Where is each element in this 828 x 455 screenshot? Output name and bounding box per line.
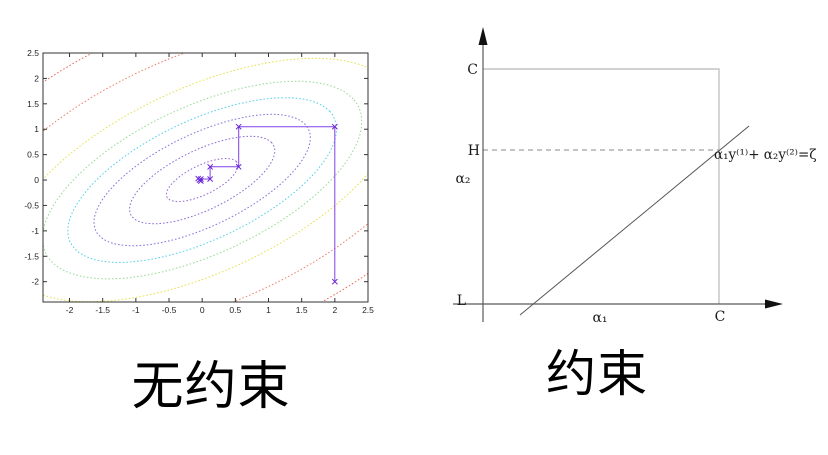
x-tick-label: -1 (132, 305, 140, 315)
path-marker-x (207, 176, 214, 182)
h-label: H (468, 143, 480, 159)
contour-level (129, 135, 276, 225)
y-axis-arrow (478, 27, 488, 45)
y-tick-label: 0.5 (27, 150, 39, 160)
x-tick-label: -0.5 (162, 305, 177, 315)
x-axis-arrow (765, 299, 783, 309)
constraint-equation: α₁y⁽¹⁾+ α₂y⁽²⁾=ζ (714, 147, 817, 163)
y-tick-label: 0 (34, 175, 39, 185)
contour-level (93, 113, 311, 247)
x-tick-label: 1 (266, 305, 271, 315)
y-tick-label: 2.5 (27, 48, 39, 58)
contour-level (165, 157, 239, 203)
box-top-label: C (467, 62, 478, 78)
x-tick-label: -1.5 (95, 305, 110, 315)
path-marker-x (207, 163, 214, 170)
y-tick-label: -0.5 (24, 200, 39, 210)
l-label: L (457, 293, 466, 309)
contour-plot: -2 -1.5 -1 -0.5 0 0.5 1 1.5 2 2.5 -2 -1.5 -1 -0.5 0 0.5… (24, 48, 374, 315)
path-marker-x (331, 278, 338, 285)
x-tick-label: 0 (200, 305, 205, 315)
contour-lines (43, 53, 368, 302)
x-tick-label: 0.5 (229, 305, 241, 315)
contour-level (43, 53, 368, 302)
caption-constrained: 约束 (546, 346, 648, 402)
contour-level (67, 97, 337, 263)
y-tick-label: 1.5 (27, 99, 39, 109)
x-tick-label: -2 (66, 305, 74, 315)
descent-path (197, 126, 336, 282)
path-marker-x (196, 177, 203, 183)
x-tick-label: 2.5 (362, 305, 374, 315)
x-tick-label: 2 (332, 305, 337, 315)
y-tick-label: -2 (31, 277, 39, 287)
box-right-label: C (715, 309, 726, 325)
plot-box (42, 52, 369, 303)
contour-level (43, 57, 368, 302)
path-marker-x (235, 123, 242, 130)
y-tick-label: -1 (31, 226, 39, 236)
caption-unconstrained: 无约束 (131, 358, 291, 416)
constraint-box (483, 68, 720, 304)
path-marker-x (331, 123, 338, 130)
x-tick-label: 1.5 (296, 305, 308, 315)
x-axis-label: α₁ (592, 310, 607, 326)
constraint-line (519, 125, 750, 316)
y-tick-label: -1.5 (24, 251, 39, 261)
y-axis-label: α₂ (455, 171, 470, 187)
path-marker-x (235, 163, 242, 170)
y-tick-label: 2 (34, 73, 39, 83)
y-tick-label: 1 (34, 124, 39, 134)
